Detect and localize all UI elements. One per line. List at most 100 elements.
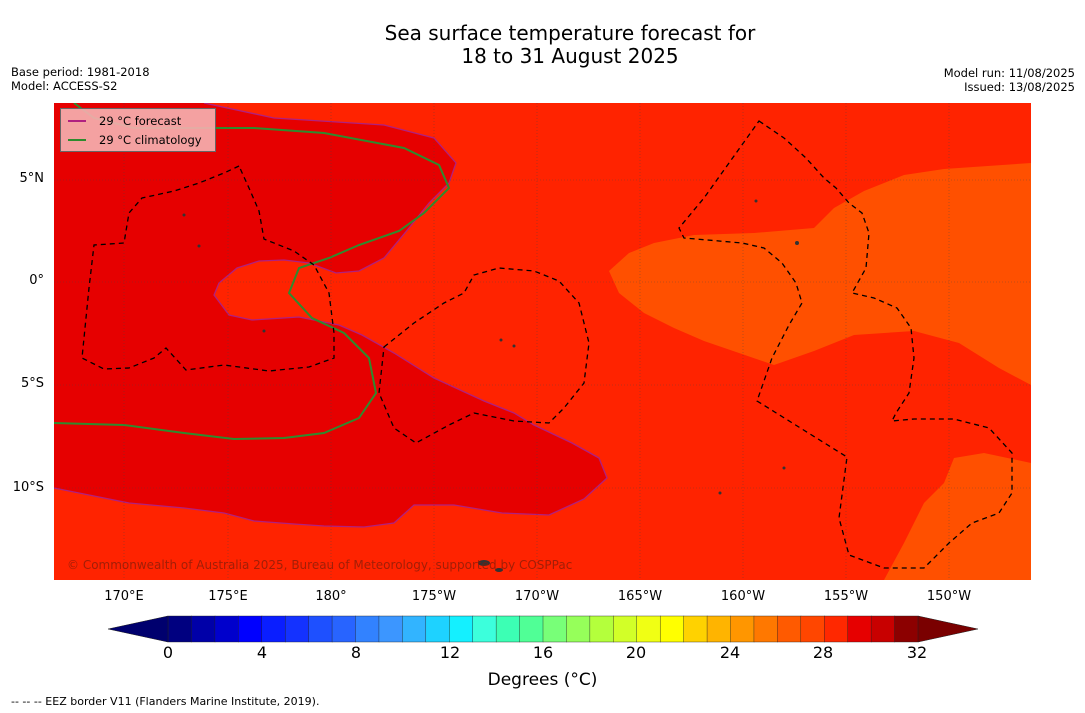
colorbar-tick-32: 32 (906, 643, 928, 662)
colorbar-cell (355, 615, 380, 643)
eez-borders (81, 120, 1013, 569)
band-27-28-region (609, 163, 1031, 385)
gridlines (54, 103, 1031, 580)
metadata-left: Base period: 1981-2018 Model: ACCESS-S2 (11, 65, 150, 93)
colorbar-cell (238, 615, 263, 643)
chart-title: Sea surface temperature forecast for 18 … (0, 22, 1085, 68)
colorbar-cell (870, 615, 896, 643)
colorbar-cell (261, 615, 286, 643)
colorbar-cell (566, 615, 591, 643)
colorbar-cell (542, 615, 567, 643)
island (478, 560, 490, 566)
colorbar-cell (519, 615, 544, 643)
colorbar-tick-8: 8 (350, 643, 362, 662)
colorbar-cells (167, 615, 919, 643)
copyright-notice: © Commonwealth of Australia 2025, Bureau… (67, 558, 573, 572)
colorbar-cell (824, 615, 849, 643)
lon-label-180: 180° (315, 589, 347, 604)
colorbar-under-arrow (108, 615, 169, 643)
colorbar-cell (425, 615, 450, 643)
eez-border-tokelau (378, 267, 590, 444)
base-period: Base period: 1981-2018 (11, 65, 150, 79)
island (512, 344, 516, 348)
legend-climatology-label: 29 °C climatology (99, 133, 202, 147)
colorbar-label: Degrees (°C) (487, 670, 598, 690)
island (262, 329, 266, 333)
colorbar-cell (777, 615, 802, 643)
colorbar-cell (659, 615, 685, 643)
colorbar-cell (636, 615, 661, 643)
colorbar-cell (800, 615, 825, 643)
colorbar-tick-28: 28 (812, 643, 834, 662)
lon-label-155w: 155°W (823, 589, 869, 604)
colorbar-cell (472, 615, 497, 643)
island (499, 338, 503, 342)
eez-footnote: -- -- -- EEZ border V11 (Flanders Marine… (11, 695, 320, 708)
colorbar-cell (495, 615, 521, 643)
lon-label-175e: 175°E (208, 589, 248, 604)
island (795, 241, 799, 245)
colorbar-tick-0: 0 (162, 643, 174, 662)
colorbar-cell (378, 615, 403, 643)
eez-border-kiribati-line (678, 120, 1013, 569)
island (754, 199, 758, 203)
lon-label-160w: 160°W (720, 589, 766, 604)
band-27-28-region-south (884, 453, 1031, 580)
colorbar-cell (730, 615, 755, 643)
title-line-1: Sea surface temperature forecast for (384, 21, 756, 45)
island (182, 213, 186, 217)
colorbar-cell (191, 615, 216, 643)
colorbar-cell (753, 615, 778, 643)
lon-label-170e: 170°E (104, 589, 144, 604)
climatology-29c-contour (54, 103, 451, 441)
colorbar-tick-20: 20 (625, 643, 647, 662)
issued-date: Issued: 13/08/2025 (964, 80, 1075, 94)
map-legend: 29 °C forecast 29 °C climatology (60, 108, 216, 152)
model-name: Model: ACCESS-S2 (11, 79, 118, 93)
colorbar-cell (167, 615, 192, 643)
legend-forecast-label: 29 °C forecast (99, 114, 182, 128)
legend-entry-climatology: 29 °C climatology (68, 133, 202, 147)
colorbar-tick-24: 24 (719, 643, 741, 662)
forecast-29c-contour (54, 103, 608, 528)
colorbar-cell (331, 615, 356, 643)
colorbar-cell (449, 615, 474, 643)
colorbar-tick-4: 4 (256, 643, 268, 662)
island (495, 568, 503, 572)
metadata-right: Model run: 11/08/2025 Issued: 13/08/2025 (944, 66, 1075, 94)
colorbar-tick-12: 12 (439, 643, 461, 662)
colorbar-cell (402, 615, 427, 643)
island (197, 244, 201, 248)
colorbar-cell (308, 615, 333, 643)
title-line-2: 18 to 31 August 2025 (461, 44, 679, 68)
band-29-30-region (54, 103, 607, 527)
colorbar-tick-16: 16 (532, 643, 554, 662)
colorbar-cell (613, 615, 638, 643)
lat-label-5s: 5°S (20, 376, 44, 391)
island (782, 466, 786, 470)
lon-label-165w: 165°W (617, 589, 663, 604)
lat-label-5n: 5°N (19, 171, 45, 186)
colorbar (108, 615, 978, 643)
climatology-line-swatch (68, 139, 86, 141)
lon-label-170w: 170°W (514, 589, 560, 604)
colorbar-over-arrow (917, 615, 978, 643)
colorbar-cell (284, 615, 310, 643)
eez-border-tuvalu (81, 165, 335, 372)
legend-entry-forecast: 29 °C forecast (68, 114, 181, 128)
colorbar-cell (706, 615, 731, 643)
lon-label-150w: 150°W (926, 589, 972, 604)
colorbar-cell (214, 615, 239, 643)
island (718, 491, 722, 495)
lon-label-175w: 175°W (411, 589, 457, 604)
model-run: Model run: 11/08/2025 (943, 66, 1075, 80)
colorbar-cell (847, 615, 872, 643)
colorbar-cell (589, 615, 614, 643)
colorbar-cell (683, 615, 708, 643)
lat-label-10s: 10°S (12, 480, 44, 495)
islands (182, 199, 799, 572)
colorbar-cell (894, 615, 919, 643)
sst-map (54, 103, 1031, 580)
lat-label-0: 0° (29, 273, 44, 288)
forecast-line-swatch (68, 120, 86, 122)
